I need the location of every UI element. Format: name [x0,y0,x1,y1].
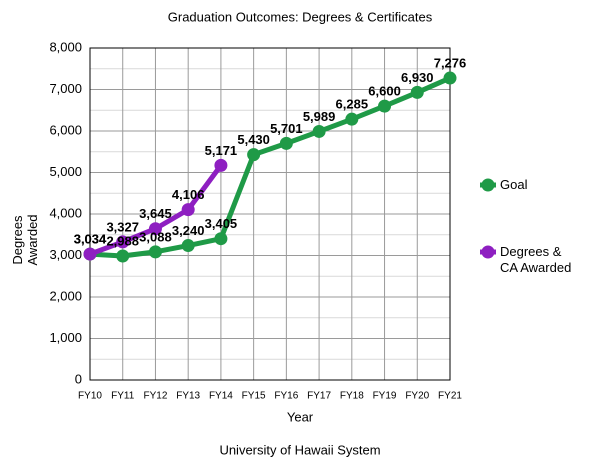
x-tick-label: FY17 [307,391,331,402]
x-tick-label: FY15 [242,391,266,402]
y-tick-label: 5,000 [49,164,82,179]
x-tick-label: FY12 [144,391,168,402]
y-tick-label: 3,000 [49,247,82,262]
legend-label: Degrees & CA Awarded [500,244,572,275]
value-label: 3,240 [172,223,205,238]
y-tick-label: 2,000 [49,288,82,303]
x-axis-label: Year [287,409,314,424]
point [214,158,228,172]
value-label: 3,034 [74,232,107,247]
legend-marker [481,245,495,259]
point [148,245,162,259]
y-tick-label: 6,000 [49,122,82,137]
x-tick-label: FY14 [209,391,233,402]
y-tick-label: 4,000 [49,205,82,220]
value-label: 6,600 [368,84,401,99]
value-label: 3,034 [74,232,107,247]
x-tick-label: FY16 [274,391,298,402]
point [83,247,97,261]
chart-title: Graduation Outcomes: Degrees & Certifica… [168,9,433,24]
plot-frame [89,47,451,381]
value-labels: 3,034 2,988 3,088 3,240 3,405 5,4305,7015,989… [74,55,467,248]
value-label: 2,988 [106,233,139,248]
point [410,85,424,99]
footer: University of Hawaii System [219,442,380,457]
y-tick-label: 0 [75,371,82,386]
value-label: 5,701 [270,121,303,136]
value-label: 7,276 [434,55,467,70]
value-label: 5,989 [303,109,336,124]
value-label: 6,930 [401,70,434,85]
legend-label: Goal [500,177,528,192]
x-tick-label: FY19 [373,391,397,402]
point [345,112,359,126]
legend-marker [481,178,495,192]
point [247,148,261,162]
point [443,71,457,85]
y-tick-label: 1,000 [49,330,82,345]
x-tick-label: FY10 [78,391,102,402]
x-tick-label: FY20 [405,391,429,402]
y-axis-label: Degrees Awarded [10,214,40,266]
value-label: 3,327 [106,219,139,234]
y-tick-label: 8,000 [49,39,82,54]
point [279,136,293,150]
y-tick-label: 7,000 [49,81,82,96]
x-tick-label: FY13 [176,391,200,402]
value-label: 4,106 [172,187,205,202]
point [116,235,130,249]
point [116,249,130,263]
point [378,99,392,113]
point [181,203,195,217]
value-label: 3,645 [139,206,172,221]
point [181,239,195,253]
value-label: 6,285 [336,97,369,112]
value-label: 3,405 [205,216,238,231]
x-tick-label: FY11 [111,391,135,402]
point [312,124,326,138]
x-tick-label: FY18 [340,391,364,402]
value-label: 3,088 [139,229,172,244]
value-label: 5,430 [237,132,270,147]
point [148,222,162,236]
x-tick-label: FY21 [438,391,462,402]
point [214,232,228,246]
value-label: 5,171 [205,143,238,158]
